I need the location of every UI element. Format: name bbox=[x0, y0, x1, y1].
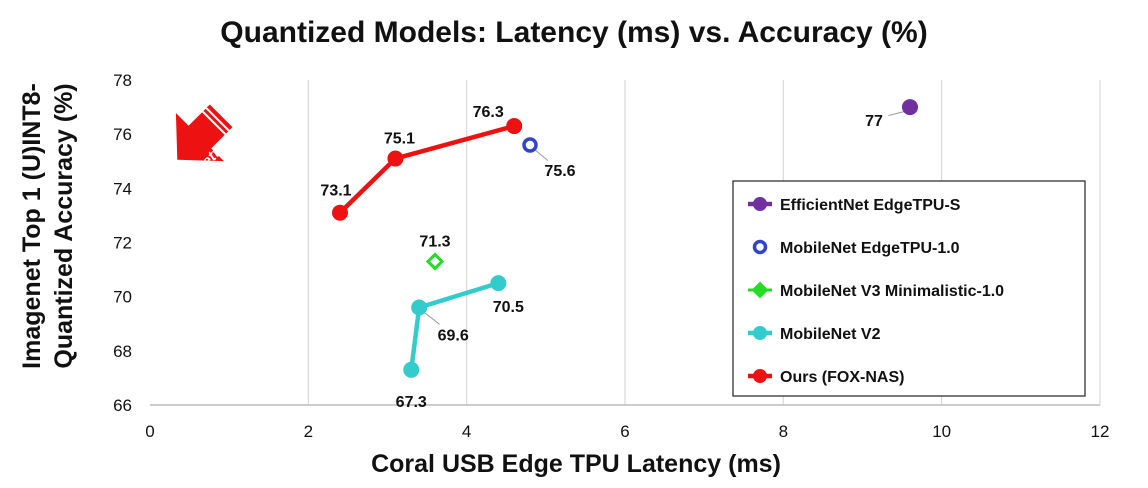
x-tick-label-0: 0 bbox=[145, 422, 154, 441]
legend-marker-efficientnet-edgetpu-s bbox=[753, 197, 767, 211]
x-tick-label-8: 8 bbox=[779, 422, 788, 441]
y-axis-title-line2: Quantized Accuracy (%) bbox=[50, 83, 78, 368]
y-axis-title-line1: Imagenet Top 1 (U)INT8- bbox=[18, 83, 46, 369]
data-label-ours-fox-nas-1: 73.1 bbox=[320, 183, 351, 200]
data-label-mobilenet-v3-minimalistic-1-0-1: 71.3 bbox=[419, 233, 450, 250]
better-arrow bbox=[175, 104, 233, 162]
x-tick-label-4: 4 bbox=[462, 422, 471, 441]
legend-items: EfficientNet EdgeTPU-S MobileNet EdgeTPU-… bbox=[748, 197, 1004, 386]
legend-marker-ours-fox-nas bbox=[753, 369, 767, 383]
point-ours-fox-nas-1 bbox=[332, 204, 348, 221]
data-points bbox=[332, 99, 918, 378]
data-label-mobilenet-v2-3: 70.5 bbox=[493, 299, 524, 316]
point-mobilenet-edgetpu-1-0-1 bbox=[522, 137, 538, 153]
legend-box bbox=[732, 180, 1086, 397]
legend-label-mobilenet-edgetpu-1-0: MobileNet EdgeTPU-1.0 bbox=[780, 240, 960, 257]
x-tick-label-12: 12 bbox=[1091, 422, 1110, 441]
y-tick-label-68: 68 bbox=[113, 342, 132, 361]
legend-item-ours-fox-nas: Ours (FOX-NAS) bbox=[748, 369, 904, 386]
legend-label-ours-fox-nas: Ours (FOX-NAS) bbox=[780, 369, 904, 386]
leader-efficientnet-edgetpu-s-1 bbox=[888, 110, 907, 116]
data-label-ours-fox-nas-2: 75.1 bbox=[384, 131, 415, 148]
y-tick-label-76: 76 bbox=[113, 125, 132, 144]
legend-item-mobilenet-edgetpu-1-0: MobileNet EdgeTPU-1.0 bbox=[752, 239, 960, 257]
y-tick-label-78: 78 bbox=[113, 71, 132, 90]
point-ours-fox-nas-2 bbox=[387, 150, 404, 167]
data-label-mobilenet-edgetpu-1-0-1: 75.6 bbox=[544, 163, 575, 180]
x-axis-title: Coral USB Edge TPU Latency (ms) bbox=[371, 450, 781, 478]
x-tick-labels: 0 2 4 6 8 10 12 bbox=[145, 422, 1109, 441]
leader-mobilenet-v2-2 bbox=[422, 311, 440, 325]
point-ours-fox-nas-3 bbox=[506, 118, 523, 135]
legend-label-efficientnet-edgetpu-s: EfficientNet EdgeTPU-S bbox=[780, 197, 961, 214]
point-mobilenet-v3-minimalistic-1-0-1 bbox=[425, 252, 445, 271]
leader-mobilenet-edgetpu-1-0-1 bbox=[533, 148, 549, 161]
data-label-mobilenet-v2-1: 67.3 bbox=[396, 394, 427, 411]
series-line-mobilenet-v2 bbox=[409, 280, 501, 373]
y-tick-label-70: 70 bbox=[113, 288, 132, 307]
legend-marker-mobilenet-v3-minimalistic-1-0 bbox=[751, 281, 769, 299]
legend-item-efficientnet-edgetpu-s: EfficientNet EdgeTPU-S bbox=[748, 197, 961, 214]
chart-title: Quantized Models: Latency (ms) vs. Accur… bbox=[220, 16, 927, 49]
better-arrow-stripe-2 bbox=[205, 107, 230, 132]
legend-marker-mobilenet-v2 bbox=[753, 326, 767, 340]
legend-label-mobilenet-v3-minimalistic-1-0: MobileNet V3 Minimalistic-1.0 bbox=[780, 283, 1004, 300]
x-tick-label-10: 10 bbox=[932, 422, 951, 441]
legend: EfficientNet EdgeTPU-S MobileNet EdgeTPU-… bbox=[732, 180, 1086, 397]
y-tick-label-66: 66 bbox=[113, 396, 132, 415]
legend-item-mobilenet-v2: MobileNet V2 bbox=[748, 326, 881, 343]
data-label-mobilenet-v2-2: 69.6 bbox=[438, 328, 469, 345]
point-mobilenet-v2-2 bbox=[411, 299, 428, 316]
label-leaders bbox=[422, 110, 907, 325]
legend-label-mobilenet-v2: MobileNet V2 bbox=[780, 326, 881, 343]
better-arrow-stripe-1 bbox=[202, 110, 227, 135]
legend-item-mobilenet-v3-minimalistic-1-0: MobileNet V3 Minimalistic-1.0 bbox=[748, 281, 1004, 300]
point-mobilenet-v2-1 bbox=[403, 361, 420, 378]
y-tick-label-74: 74 bbox=[113, 179, 132, 198]
x-tick-label-6: 6 bbox=[620, 422, 629, 441]
series-line-ours-fox-nas bbox=[337, 123, 517, 215]
y-tick-labels: 66 68 70 72 74 76 78 bbox=[113, 71, 132, 415]
x-tick-label-2: 2 bbox=[304, 422, 313, 441]
point-efficientnet-edgetpu-s-1 bbox=[902, 99, 918, 116]
data-label-ours-fox-nas-3: 76.3 bbox=[473, 104, 504, 121]
legend-marker-mobilenet-edgetpu-1-0 bbox=[752, 239, 768, 255]
y-tick-label-72: 72 bbox=[113, 234, 132, 253]
point-mobilenet-v2-3 bbox=[490, 275, 507, 292]
data-label-efficientnet-edgetpu-s-1: 77 bbox=[865, 113, 883, 130]
data-labels: 77 75.6 71.3 67.3 69.6 70.5 73.1 75.1 76.3 bbox=[320, 104, 883, 411]
